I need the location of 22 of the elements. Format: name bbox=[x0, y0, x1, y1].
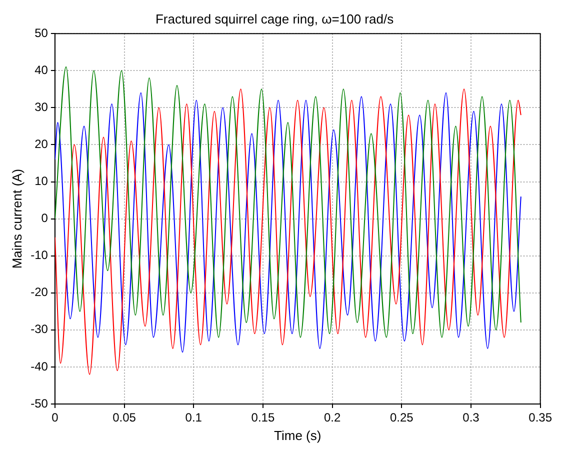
y-tick-label: -10 bbox=[30, 248, 48, 262]
y-axis-title: Mains current (A) bbox=[9, 168, 24, 269]
x-tick-label: 0.35 bbox=[528, 410, 552, 425]
x-tick-label: 0.05 bbox=[112, 410, 136, 425]
y-tick-label: -50 bbox=[30, 396, 48, 410]
y-tick-label: 20 bbox=[34, 137, 48, 152]
x-tick-label: 0.25 bbox=[390, 410, 414, 425]
y-tick-label: 40 bbox=[34, 62, 48, 77]
chart-title: Fractured squirrel cage ring, ω=100 rad/s bbox=[155, 11, 394, 26]
x-tick-label: 0.2 bbox=[324, 410, 341, 425]
y-tick-label: -20 bbox=[30, 285, 48, 300]
x-tick-label: 0.15 bbox=[251, 410, 275, 425]
x-tick-label: 0 bbox=[52, 410, 59, 425]
x-tick-label: 0.3 bbox=[462, 410, 480, 425]
y-tick-label: 30 bbox=[34, 100, 48, 114]
y-tick-label: 0 bbox=[41, 211, 48, 226]
y-tick-label: -40 bbox=[30, 359, 48, 374]
y-tick-label: 10 bbox=[34, 174, 48, 188]
y-tick-label: -30 bbox=[30, 322, 48, 336]
x-axis-title: Time (s) bbox=[274, 428, 322, 443]
y-tick-label: 50 bbox=[34, 26, 48, 40]
x-tick-label: 0.1 bbox=[185, 410, 202, 425]
